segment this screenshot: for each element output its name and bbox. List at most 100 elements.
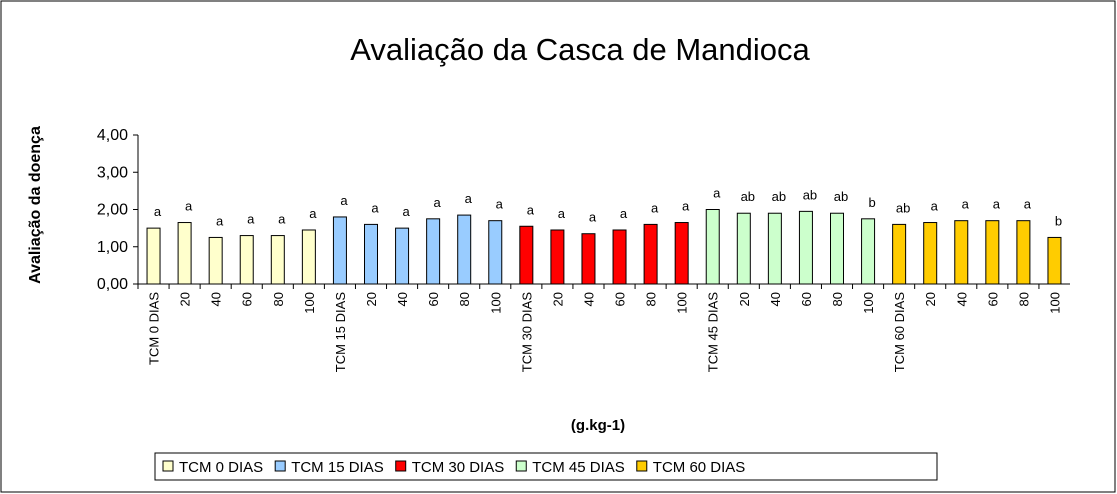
bar [426,218,441,285]
y-tick-label: 4,00 [97,127,128,144]
bar [892,223,907,285]
bar [457,214,472,285]
bar-annotation: a [527,202,535,217]
legend-swatch [274,460,286,472]
x-tick-label: 80 [271,292,286,306]
bar [985,220,1000,285]
bar-annotation: a [589,210,597,225]
legend-swatch [515,460,527,472]
bar-annotation: a [682,199,690,214]
x-tick-label: 40 [768,292,783,306]
bar [146,227,161,285]
bar [332,216,347,285]
x-tick-label: 20 [178,292,193,306]
bar-annotation: a [496,197,504,212]
bar [1047,236,1062,285]
bar [861,218,876,285]
x-tick-label: 20 [550,292,565,306]
bar [798,210,813,285]
bar-annotation: a [993,197,1001,212]
bar [767,212,782,285]
legend-swatch [395,460,407,472]
bar-annotation: ab [772,189,786,204]
bar [1016,220,1031,285]
bar-annotation: ab [834,189,848,204]
x-tick-label: 20 [364,292,379,306]
bar [395,227,410,285]
x-tick-label: 100 [675,292,690,314]
bar-annotation: a [309,206,317,221]
bar-annotation: a [340,193,348,208]
bar [581,233,596,285]
x-tick-label: 40 [581,292,596,306]
x-tick-label: 100 [488,292,503,314]
bar-annotation: a [962,197,970,212]
legend-label: TCM 30 DIAS [412,459,505,476]
bar-annotation: ab [896,200,910,215]
x-tick-label: TCM 15 DIAS [333,292,348,373]
bar [954,220,969,285]
x-tick-label: 40 [954,292,969,306]
bar-annotation: a [185,199,193,214]
bar [270,235,285,285]
x-tick-label: TCM 30 DIAS [519,292,534,373]
legend-label: TCM 60 DIAS [653,459,746,476]
bar-annotation: ab [741,189,755,204]
bar-annotation: b [868,195,875,210]
bar [736,212,751,285]
x-tick-label: 60 [613,292,628,306]
bar-annotation: a [1024,197,1032,212]
x-tick-label: 80 [1016,292,1031,306]
x-tick-label: TCM 45 DIAS [706,292,721,373]
y-tick-label: 3,00 [97,164,128,181]
bar [364,223,378,285]
bar-annotation: a [154,204,162,219]
x-tick-label: 80 [830,292,845,306]
bar [301,229,316,285]
bar-annotation: b [1055,213,1062,228]
bar [208,236,223,285]
x-tick-label: TCM 60 DIAS [892,292,907,373]
bar [674,222,689,285]
bar [612,229,627,285]
bar-annotation: a [931,199,939,214]
x-tick-label: TCM 0 DIAS [147,292,162,365]
chart-title: Avaliação da Casca de Mandioca [350,32,810,67]
x-tick-label: 60 [985,292,1000,306]
bar-annotation: a [620,206,628,221]
x-tick-label: 80 [644,292,659,306]
bar [239,235,254,285]
x-tick-label: 60 [799,292,814,306]
x-tick-label: 100 [302,292,317,314]
bar [177,222,192,285]
bar-annotation: a [216,213,224,228]
y-tick-label: 1,00 [97,239,128,256]
bar [488,220,503,285]
x-tick-label: 20 [737,292,752,306]
y-tick-label: 0,00 [97,276,128,293]
x-tick-label: 80 [457,292,472,306]
x-tick-label: 100 [1047,292,1062,314]
bar-annotation: a [371,200,379,215]
x-tick-label: 60 [240,292,255,306]
y-axis-title: Avaliação da doença [27,126,44,284]
bar [705,209,720,285]
bar-annotation: a [713,186,721,201]
legend-swatch [636,460,648,472]
x-tick-label: 60 [426,292,441,306]
legend-label: TCM 0 DIAS [179,459,263,476]
x-tick-label: 100 [861,292,876,314]
x-tick-label: 20 [923,292,938,306]
bar [830,212,844,285]
bar [519,225,534,285]
bar-annotation: a [434,195,442,210]
y-tick-label: 2,00 [97,202,128,219]
bar-annotation: a [402,204,410,219]
bar-annotation: ab [803,187,817,202]
legend-label: TCM 45 DIAS [532,459,625,476]
bar-annotation: a [465,191,473,206]
x-tick-label: 40 [395,292,410,306]
bar-annotation: a [278,212,286,227]
legend-swatch [162,460,174,472]
